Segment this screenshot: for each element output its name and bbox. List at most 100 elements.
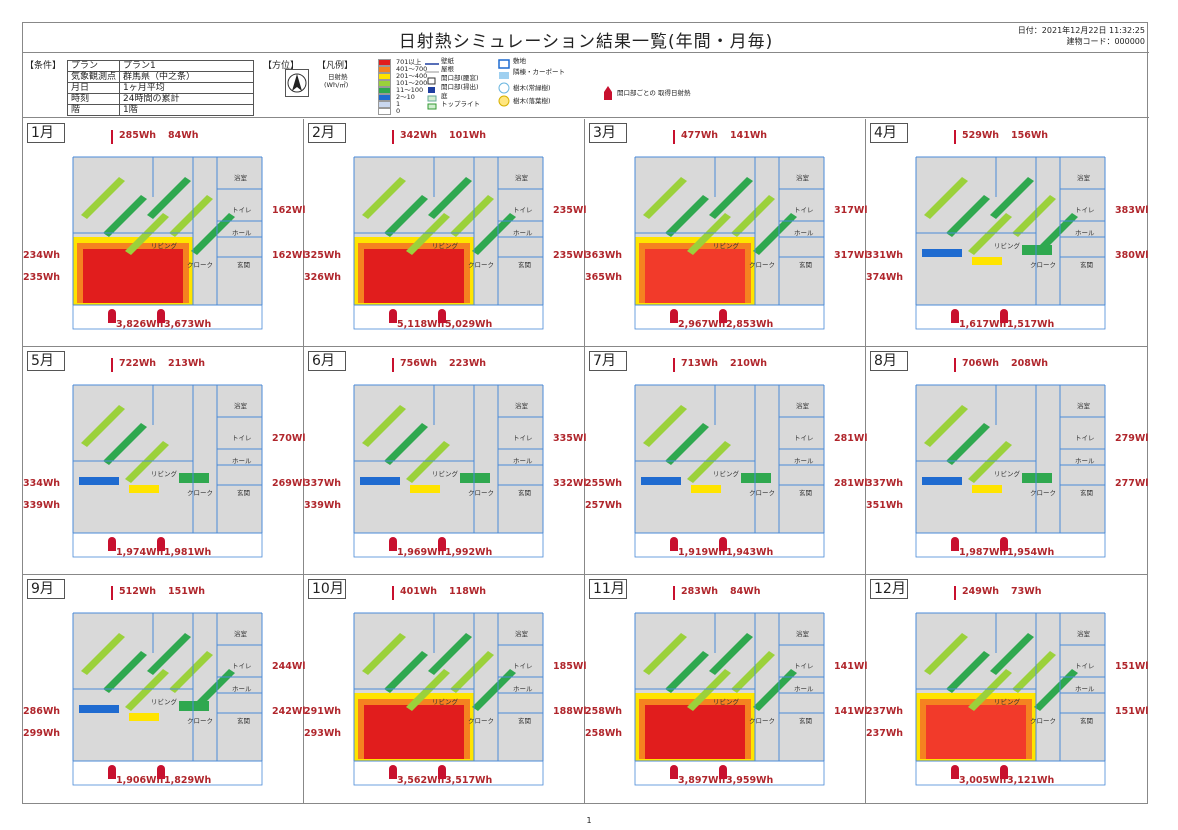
heat-streak bbox=[741, 473, 771, 483]
heat-value: 208Wh bbox=[1011, 358, 1049, 369]
cond-value: 24時間の累計 bbox=[119, 93, 254, 105]
heat-value: 363Wh bbox=[585, 250, 623, 261]
legend-roof: 屋根 bbox=[441, 65, 454, 73]
room-label: クローク bbox=[749, 489, 775, 497]
heat-streak bbox=[691, 485, 721, 493]
heat-streak bbox=[406, 441, 450, 483]
floor-plan bbox=[353, 156, 544, 330]
heat-streak bbox=[179, 473, 209, 483]
table-row: 時刻 24時間の累計 bbox=[67, 93, 254, 105]
heat-streak bbox=[643, 633, 687, 675]
heat-value: 141Wl bbox=[834, 661, 868, 672]
heat-value: 334Wh bbox=[23, 478, 61, 489]
opening-marker-icon bbox=[438, 537, 446, 551]
conditions-section: 【条件】 プラン プラン1 気象観測点 群馬県（中之条） 月日 1ヶ月平均 時刻 24時… bbox=[23, 54, 1149, 118]
heat-zone-core bbox=[926, 705, 1026, 759]
building-code: 建物コード：000000 bbox=[1066, 37, 1145, 46]
month-label: 9月 bbox=[27, 579, 65, 599]
heat-value: 84Wh bbox=[168, 130, 199, 141]
heat-value: 706Wh bbox=[962, 358, 1000, 369]
month-panel: 2月 浴室 トイレ ホール リビング クローク 玄関 342Wh 101Wh 235Wl 235Wl… bbox=[304, 119, 587, 347]
month-panel: 5月 浴室 トイレ ホール リビング クローク 玄関 722Wh 213Wh 270Wl 269Wl… bbox=[23, 347, 306, 575]
room-label: リビング bbox=[432, 242, 458, 250]
heat-value: 335Wl bbox=[553, 433, 587, 444]
heat-value: 2,967Wh bbox=[678, 319, 726, 330]
heat-value: 374Wh bbox=[866, 272, 904, 283]
legend-swatch bbox=[378, 101, 391, 108]
heat-value: 3,959Wh bbox=[726, 775, 774, 786]
heat-streak bbox=[79, 477, 119, 485]
heat-streak bbox=[428, 177, 472, 219]
heat-value: 255Wh bbox=[585, 478, 623, 489]
room-label: 玄関 bbox=[799, 489, 812, 497]
legend-tree-evergreen: 樹木(常緑樹) bbox=[513, 84, 551, 92]
heat-value: 317Wl bbox=[834, 250, 868, 261]
room-label: 浴室 bbox=[234, 174, 247, 182]
room-label: 浴室 bbox=[1077, 630, 1090, 638]
room-label: リビング bbox=[994, 698, 1020, 706]
room-label: ホール bbox=[232, 229, 252, 237]
heat-value: 337Wh bbox=[866, 478, 904, 489]
heat-streak bbox=[410, 485, 440, 493]
room-label: ホール bbox=[1075, 457, 1095, 465]
site-boundary bbox=[72, 532, 263, 558]
heat-streak bbox=[406, 213, 450, 255]
month-panel: 10月 浴室 トイレ ホール リビング クローク 玄関 401Wh 118Wh 185Wl 188W… bbox=[304, 575, 587, 803]
room-label: リビング bbox=[713, 242, 739, 250]
heat-value: 337Wh bbox=[304, 478, 342, 489]
legend-swatch bbox=[378, 66, 391, 73]
opening-marker-icon bbox=[389, 537, 397, 551]
heat-streak bbox=[922, 249, 962, 257]
heat-value: 1,969Wh bbox=[397, 547, 445, 558]
heat-value: 244Wl bbox=[272, 661, 306, 672]
room-label: ホール bbox=[513, 685, 533, 693]
heat-streak bbox=[362, 177, 406, 219]
heat-value: 101Wh bbox=[449, 130, 487, 141]
heat-streak bbox=[753, 213, 797, 255]
opening-marker-icon bbox=[392, 130, 394, 144]
heat-zone-core bbox=[364, 249, 464, 303]
heat-value: 331Wh bbox=[866, 250, 904, 261]
room-label: リビング bbox=[151, 470, 177, 478]
heat-value: 258Wh bbox=[585, 728, 623, 739]
room-label: 玄関 bbox=[237, 489, 250, 497]
heat-value: 3,562Wh bbox=[397, 775, 445, 786]
heat-value: 299Wh bbox=[23, 728, 61, 739]
month-label: 1月 bbox=[27, 123, 65, 143]
heat-value: 156Wh bbox=[1011, 130, 1049, 141]
room-label: リビング bbox=[713, 470, 739, 478]
room-label: クローク bbox=[187, 261, 213, 269]
heat-streak bbox=[972, 485, 1002, 493]
legend-label: 【凡例】 bbox=[317, 61, 354, 71]
heat-streak bbox=[191, 669, 235, 711]
room-label: トイレ bbox=[513, 662, 533, 670]
month-label: 8月 bbox=[870, 351, 908, 371]
heat-value: 351Wh bbox=[866, 500, 904, 511]
heat-streak bbox=[450, 651, 494, 693]
heat-value: 1,906Wh bbox=[116, 775, 164, 786]
cond-value: 群馬県（中之条） bbox=[119, 71, 254, 83]
heat-streak bbox=[125, 441, 169, 483]
floor-plan bbox=[915, 384, 1106, 558]
heat-streak bbox=[731, 651, 775, 693]
heat-zone-core bbox=[645, 705, 745, 759]
month-label: 2月 bbox=[308, 123, 346, 143]
legend-wall: 壁紙 bbox=[441, 57, 454, 65]
legend-garden: 庭 bbox=[441, 92, 448, 100]
room-label: 浴室 bbox=[1077, 174, 1090, 182]
room-label: ホール bbox=[513, 229, 533, 237]
heat-streak bbox=[946, 195, 990, 237]
floor-plan bbox=[915, 612, 1106, 786]
floor-plan bbox=[634, 384, 825, 558]
heat-value: 380Wl bbox=[1115, 250, 1149, 261]
heat-streak bbox=[81, 633, 125, 675]
month-label: 10月 bbox=[308, 579, 346, 599]
heat-streak bbox=[191, 213, 235, 255]
opening-marker-icon bbox=[438, 309, 446, 323]
month-label: 11月 bbox=[589, 579, 627, 599]
legend-swatch bbox=[378, 87, 391, 94]
heat-value: 477Wh bbox=[681, 130, 719, 141]
heat-value: 1,987Wh bbox=[959, 547, 1007, 558]
month-panel: 3月 浴室 トイレ ホール リビング クローク 玄関 477Wh 141Wh 317Wl 317Wl… bbox=[585, 119, 868, 347]
heat-streak bbox=[406, 669, 450, 711]
